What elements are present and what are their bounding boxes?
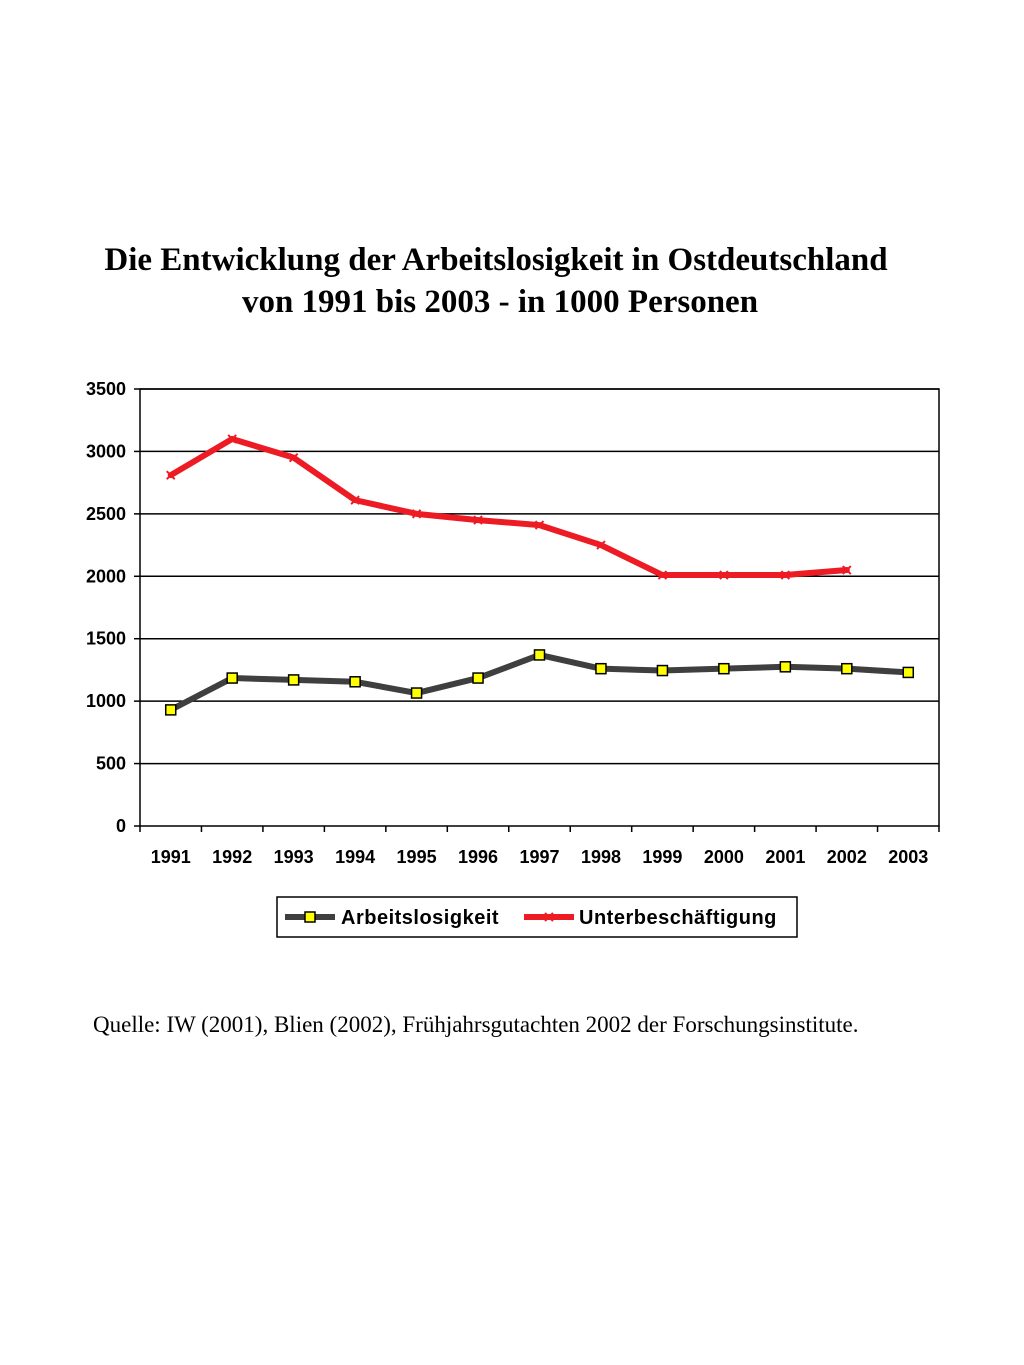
x-tick-label-2002: 2002 xyxy=(827,847,867,867)
legend-label-unterbeschaeftigung: Unterbeschäftigung xyxy=(579,907,777,929)
point-arbeitslosigkeit-1993 xyxy=(287,674,300,686)
y-tick-label: 3500 xyxy=(86,379,126,399)
point-unterbeschaeftigung-1992 xyxy=(227,434,237,444)
y-tick-label: 1500 xyxy=(86,629,126,649)
y-tick-label: 0 xyxy=(116,816,126,836)
point-unterbeschaeftigung-1993 xyxy=(288,452,299,463)
point-unterbeschaeftigung-1996 xyxy=(473,515,483,525)
point-arbeitslosigkeit-2001 xyxy=(779,661,792,673)
y-tick-label: 2500 xyxy=(86,504,126,524)
point-arbeitslosigkeit-1997 xyxy=(533,649,546,661)
x-tick-label-2003: 2003 xyxy=(888,847,928,867)
source-note: Quelle: IW (2001), Blien (2002), Frühjah… xyxy=(93,1012,859,1037)
legend-marker-square xyxy=(304,911,316,923)
x-tick-label-1992: 1992 xyxy=(212,847,252,867)
x-tick-label-1996: 1996 xyxy=(458,847,498,867)
y-tick-label: 3000 xyxy=(86,441,126,461)
point-arbeitslosigkeit-1992 xyxy=(226,672,238,684)
point-unterbeschaeftigung-1991 xyxy=(166,470,176,480)
x-tick-label-1991: 1991 xyxy=(151,847,191,867)
point-unterbeschaeftigung-2000 xyxy=(719,570,729,580)
point-unterbeschaeftigung-1997 xyxy=(534,520,545,530)
point-arbeitslosigkeit-1998 xyxy=(595,662,607,675)
legend-marker-x xyxy=(544,912,554,922)
chart-title-line-2: von 1991 bis 2003 - in 1000 Personen xyxy=(241,284,759,320)
point-arbeitslosigkeit-2003 xyxy=(902,666,915,679)
x-tick-label-1993: 1993 xyxy=(274,847,314,867)
x-tick-label-1997: 1997 xyxy=(519,847,559,867)
chart-title-line-1: Die Entwicklung der Arbeitslosigkeit in … xyxy=(104,242,888,278)
plot-area-border xyxy=(139,388,940,827)
point-arbeitslosigkeit-1995 xyxy=(410,687,423,699)
point-unterbeschaeftigung-1994 xyxy=(350,495,360,505)
y-tick-label: 500 xyxy=(96,754,126,774)
point-arbeitslosigkeit-2000 xyxy=(718,662,730,675)
point-arbeitslosigkeit-1991 xyxy=(164,704,177,716)
x-tick-label-1995: 1995 xyxy=(397,847,437,867)
point-unterbeschaeftigung-1999 xyxy=(657,570,668,580)
point-unterbeschaeftigung-1998 xyxy=(596,540,606,550)
point-unterbeschaeftigung-2001 xyxy=(780,570,791,580)
y-tick-label: 2000 xyxy=(86,566,126,586)
x-tick-label-1994: 1994 xyxy=(335,847,375,867)
x-tick-label-2000: 2000 xyxy=(704,847,744,867)
point-arbeitslosigkeit-1996 xyxy=(472,672,484,684)
point-unterbeschaeftigung-2002 xyxy=(842,565,852,575)
x-tick-label-1998: 1998 xyxy=(581,847,621,867)
line-chart: 0 500 1000 1500 2000 2500 3000 3500 1991 1992 1993… xyxy=(86,379,940,938)
y-tick-label: 1000 xyxy=(86,691,126,711)
point-arbeitslosigkeit-2002 xyxy=(841,662,853,675)
x-tick-label-1999: 1999 xyxy=(642,847,682,867)
point-arbeitslosigkeit-1999 xyxy=(656,664,669,677)
point-unterbeschaeftigung-1995 xyxy=(411,509,422,519)
x-tick-label-2001: 2001 xyxy=(765,847,805,867)
point-arbeitslosigkeit-1994 xyxy=(349,676,361,688)
series-line-1 xyxy=(167,435,850,579)
legend-label-arbeitslosigkeit: Arbeitslosigkeit xyxy=(341,907,499,929)
